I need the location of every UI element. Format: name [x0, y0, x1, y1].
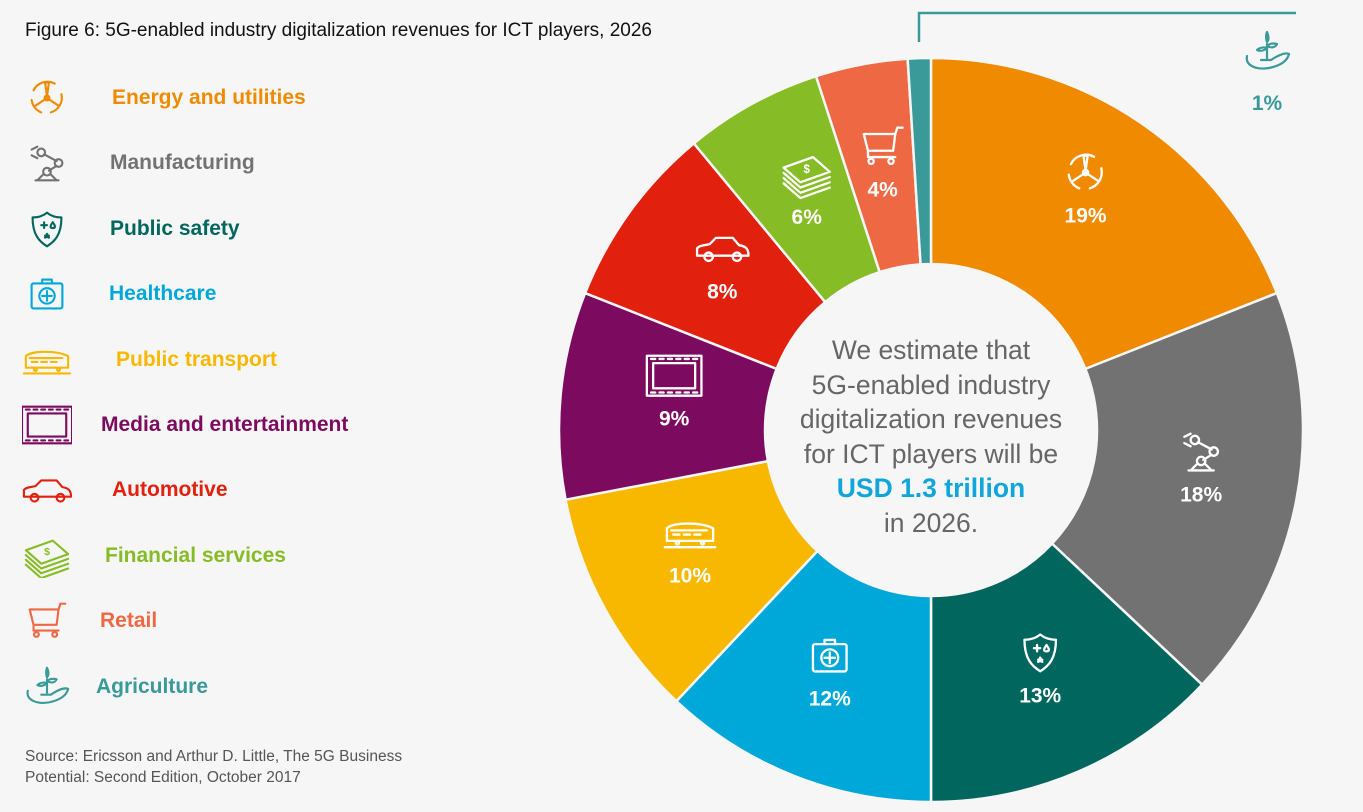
center-line: in 2026.	[883, 507, 979, 538]
slice-agriculture	[906, 56, 933, 266]
source-note: Source: Ericsson and Arthur D. Little, T…	[25, 748, 403, 786]
legend-item: Public safety	[22, 207, 240, 251]
slice-manufacturing	[1050, 291, 1305, 687]
train-icon	[22, 350, 72, 375]
legend-label: Agriculture	[96, 674, 209, 698]
svg-text:$: $	[803, 164, 810, 176]
robot-arm-icon	[1183, 432, 1220, 472]
center-line: for ICT players will be	[803, 438, 1059, 469]
data-label: 18%	[1180, 484, 1222, 507]
slice-public-safety	[929, 541, 1204, 804]
cart-icon	[28, 602, 67, 639]
legend-item: Media and entertainment	[22, 403, 348, 447]
legend-label: Energy and utilities	[112, 86, 306, 109]
legend-label: Automotive	[112, 478, 228, 502]
slice-energy-and-utilities	[929, 56, 1279, 371]
center-line: digitalization revenues	[799, 404, 1063, 434]
film-icon	[22, 405, 72, 445]
data-label: 4%	[867, 179, 898, 202]
data-label: 9%	[659, 408, 690, 431]
figure-title: Figure 6: 5G-enabled industry digitaliza…	[25, 20, 652, 41]
wind-turbine-icon	[1067, 153, 1103, 190]
shield-icon	[31, 211, 63, 248]
legend-item: Automotive	[22, 468, 228, 512]
legend-item: Manufacturing	[22, 141, 255, 185]
data-label: 6%	[792, 206, 823, 229]
shield-icon	[1023, 633, 1058, 673]
legend-label: Manufacturing	[110, 151, 255, 175]
center-line: 5G-enabled industry	[811, 369, 1051, 400]
data-label: 10%	[669, 564, 711, 587]
svg-text:$: $	[44, 546, 50, 558]
legend-item: Energy and utilities	[22, 76, 306, 120]
money-icon: $	[782, 155, 831, 200]
wind-turbine-icon	[30, 80, 63, 114]
legend-label: Healthcare	[109, 282, 217, 306]
plant-in-hand-icon	[1245, 30, 1291, 70]
legend-item: Agriculture	[22, 665, 208, 709]
legend-label: Public transport	[116, 347, 278, 371]
cart-icon	[862, 126, 904, 166]
center-text: We estimate that 5G-enabled industry dig…	[766, 333, 1096, 540]
slice-healthcare	[674, 549, 933, 804]
robot-arm-icon	[30, 145, 64, 182]
legend-label: Financial services	[105, 543, 286, 567]
center-line: We estimate that	[831, 335, 1031, 365]
car-icon	[22, 479, 72, 503]
legend-label: Media and entertainment	[101, 413, 349, 436]
slice-public-transport	[564, 459, 820, 703]
data-label: 19%	[1065, 205, 1107, 228]
data-label: 1%	[1252, 92, 1283, 115]
legend-item: Retail	[22, 599, 157, 643]
data-label: 13%	[1019, 684, 1061, 707]
data-label: 8%	[707, 280, 738, 303]
legend-item: $ Financial services	[22, 534, 286, 578]
center-highlight: USD 1.3 trillion	[836, 473, 1026, 503]
data-label: 12%	[809, 688, 851, 711]
callout-line	[917, 11, 1296, 42]
money-icon: $	[24, 539, 70, 578]
legend-item: Public transport	[22, 338, 277, 382]
legend-item: Healthcare	[22, 272, 216, 316]
train-icon	[663, 522, 717, 549]
medical-kit-icon	[811, 638, 848, 673]
legend-label: Retail	[100, 609, 158, 633]
medical-kit-icon	[30, 278, 64, 310]
legend-label: Public safety	[110, 216, 240, 240]
car-icon	[695, 236, 750, 263]
film-icon	[645, 354, 703, 397]
plant-in-hand-icon	[26, 666, 70, 704]
